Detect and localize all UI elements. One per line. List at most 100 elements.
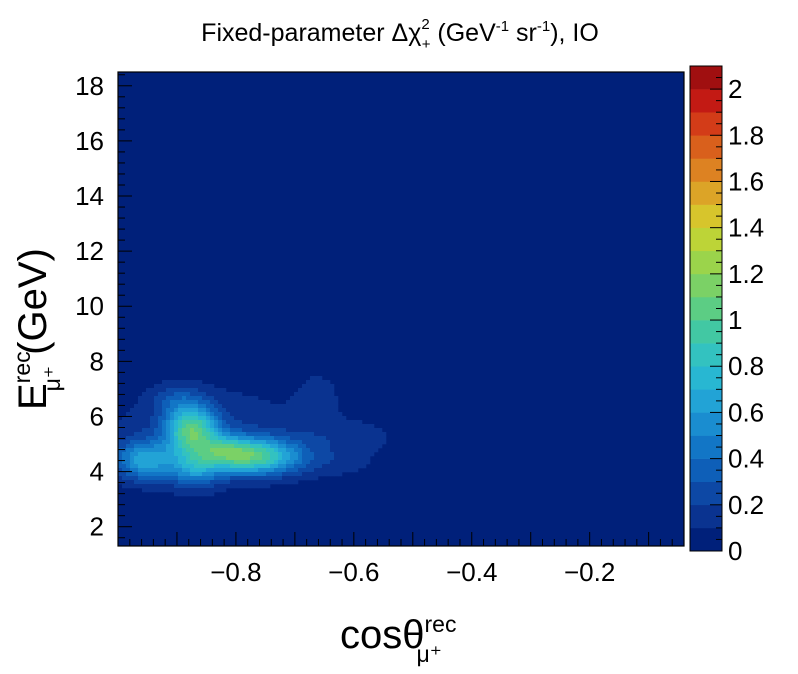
heatmap-cell (134, 456, 139, 461)
heatmap-cell (154, 456, 159, 461)
heatmap-cell (370, 452, 375, 457)
heatmap-cell (358, 460, 363, 465)
heatmap-cell (270, 432, 275, 437)
heatmap-cell (226, 476, 231, 481)
heatmap-cell (198, 456, 203, 461)
heatmap-cell (170, 468, 175, 473)
heatmap-cell (270, 480, 275, 485)
heatmap-cell (330, 436, 335, 441)
heatmap-cell (166, 456, 171, 461)
heatmap-cell (190, 416, 195, 421)
heatmap-cell (194, 444, 199, 449)
heatmap-cell (218, 468, 223, 473)
heatmap-cell (310, 436, 315, 441)
heatmap-cell (322, 468, 327, 473)
heatmap-cell (298, 396, 303, 401)
heatmap-cell (254, 460, 259, 465)
heatmap-cell (202, 404, 207, 409)
heatmap-cell (146, 440, 151, 445)
heatmap-cell (190, 452, 195, 457)
heatmap-cell (278, 456, 283, 461)
heatmap-cell (158, 404, 163, 409)
title-chi-sub: + (422, 36, 431, 53)
heatmap-cell (206, 416, 211, 421)
heatmap-cell (342, 444, 347, 449)
heatmap-cell (302, 404, 307, 409)
heatmap-cell (226, 460, 231, 465)
heatmap-cell (198, 380, 203, 385)
heatmap-cell (258, 420, 263, 425)
heatmap-cell (154, 400, 159, 405)
heatmap-cell (186, 448, 191, 453)
heatmap-cell (294, 456, 299, 461)
heatmap-cell (166, 384, 171, 389)
heatmap-cell (186, 472, 191, 477)
heatmap-cell (194, 380, 199, 385)
heatmap-cell (270, 404, 275, 409)
heatmap-cell (346, 456, 351, 461)
heatmap-cell (194, 412, 199, 417)
heatmap-cell (122, 472, 127, 477)
x-label-main: cosθ (340, 613, 425, 657)
heatmap-cell (150, 444, 155, 449)
heatmap-cell (274, 448, 279, 453)
heatmap-cell (266, 476, 271, 481)
heatmap-cell (158, 448, 163, 453)
heatmap-cell (166, 484, 171, 489)
heatmap-cell (298, 420, 303, 425)
heatmap-cell (302, 440, 307, 445)
heatmap-cell (198, 424, 203, 429)
heatmap-cell (306, 420, 311, 425)
heatmap-cell (118, 432, 123, 437)
heatmap-cell (254, 468, 259, 473)
heatmap-cell (254, 400, 259, 405)
heatmap-cell (318, 404, 323, 409)
heatmap-cell (130, 440, 135, 445)
heatmap-cell (226, 448, 231, 453)
heatmap-cell (302, 396, 307, 401)
heatmap-cell (130, 460, 135, 465)
heatmap-cell (206, 396, 211, 401)
heatmap-cell (142, 428, 147, 433)
heatmap-cell (222, 400, 227, 405)
heatmap-cell (238, 444, 243, 449)
heatmap-cell (162, 464, 167, 469)
heatmap-cell (190, 428, 195, 433)
heatmap-cell (354, 456, 359, 461)
heatmap-cell (306, 412, 311, 417)
heatmap-cell (302, 456, 307, 461)
heatmap-cell (194, 436, 199, 441)
heatmap-cell (226, 440, 231, 445)
heatmap-cell (198, 432, 203, 437)
heatmap-cell (330, 404, 335, 409)
heatmap-cell (210, 460, 215, 465)
heatmap-cell (126, 428, 131, 433)
heatmap-cell (198, 416, 203, 421)
heatmap-cell (290, 420, 295, 425)
heatmap-cell (202, 440, 207, 445)
heatmap-cell (210, 476, 215, 481)
heatmap-cell (246, 480, 251, 485)
heatmap-cell (314, 468, 319, 473)
heatmap-cell (170, 388, 175, 393)
heatmap-cell (178, 468, 183, 473)
heatmap-cell (326, 416, 331, 421)
heatmap-cell (222, 476, 227, 481)
heatmap-cell (150, 452, 155, 457)
heatmap-cell (254, 464, 259, 469)
heatmap-cell (178, 416, 183, 421)
heatmap-cell (218, 448, 223, 453)
colorbar-segment (690, 89, 722, 113)
heatmap-cell (310, 432, 315, 437)
heatmap-cell (166, 400, 171, 405)
heatmap-cell (238, 456, 243, 461)
heatmap-cell (262, 476, 267, 481)
heatmap-cell (278, 404, 283, 409)
heatmap-cell (174, 404, 179, 409)
heatmap-cell (302, 384, 307, 389)
colorbar-segment (690, 296, 722, 321)
heatmap-cell (250, 476, 255, 481)
heatmap-cell (194, 396, 199, 401)
heatmap-cell (230, 472, 235, 477)
heatmap-cell (234, 476, 239, 481)
